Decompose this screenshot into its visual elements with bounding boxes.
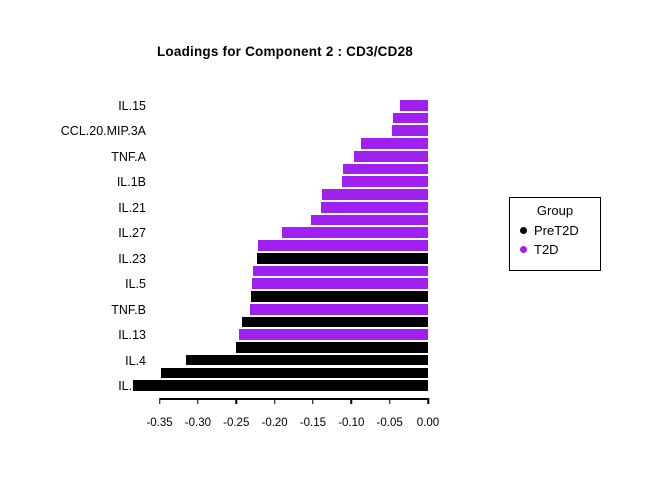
x-axis-tick-label: -0.10 (338, 417, 365, 429)
y-axis-label-tnf-a: TNF.A (111, 149, 146, 164)
x-axis-tick (235, 398, 237, 404)
x-axis-line (159, 398, 428, 400)
x-axis-tick-label: -0.35 (146, 417, 173, 429)
bar-il-5 (251, 278, 428, 290)
bar-tnf-b (250, 303, 428, 315)
bar-il-13 (239, 329, 428, 340)
x-axis-tick (388, 398, 391, 404)
bar-ccl-20-mip-3a (391, 125, 428, 137)
x-axis-tick (427, 398, 429, 404)
y-axis-label-il-15: IL.15 (118, 98, 146, 113)
y-axis-label-ccl-20-mip-3a: CCL.20.MIP.3A (60, 124, 146, 139)
bar-unlabeled-8 (322, 189, 428, 200)
x-axis-tick-label: -0.15 (299, 417, 327, 429)
y-axis-label-tnf-b: TNF.B (111, 302, 146, 317)
y-axis-label-il-23: IL.23 (118, 251, 146, 266)
x-axis-tick-label: -0.20 (261, 417, 288, 429)
x-axis-tick (273, 398, 276, 404)
bar-unlabeled-16 (250, 291, 428, 302)
x-axis-tick-label: -0.25 (223, 417, 250, 429)
x-axis-tick (197, 398, 199, 404)
bar-unlabeled-14 (253, 265, 428, 277)
bar-il-31 (133, 380, 428, 391)
t2d-dot-icon (520, 245, 527, 253)
bar-il-27 (282, 227, 428, 239)
y-axis-label-il-13: IL.13 (118, 328, 146, 343)
bar-unlabeled-12 (257, 240, 428, 251)
y-axis-label-il-27: IL.27 (118, 226, 146, 241)
bar-unlabeled-18 (241, 316, 428, 328)
y-axis-label-il-21: IL.21 (118, 200, 146, 215)
bar-unlabeled-10 (311, 214, 428, 226)
legend-title: Group (536, 203, 574, 218)
bar-unlabeled-4 (361, 138, 428, 149)
y-axis-label-il-5: IL.5 (125, 277, 146, 292)
x-axis-tick (158, 398, 161, 404)
bar-tnf-a (354, 150, 428, 162)
legend-box: Group PreT2D T2D (509, 197, 601, 271)
legend-label-pret2d: PreT2D (534, 222, 579, 238)
x-axis-tick (312, 398, 314, 404)
x-axis-tick-label: -0.05 (376, 417, 403, 429)
pret2d-dot-icon (520, 226, 527, 234)
legend-label-t2d: T2D (534, 241, 559, 257)
y-axis-label-il-31: IL.31 (118, 379, 146, 394)
bar-unlabeled-20 (236, 342, 428, 353)
x-axis-tick-label: 0.00 (416, 417, 440, 429)
chart-title: Loadings for Component 2 : CD3/CD28 (156, 44, 413, 59)
bar-il-23 (256, 252, 428, 264)
bar-unlabeled-6 (342, 163, 428, 175)
bar-il-15 (400, 100, 428, 111)
bar-il-21 (320, 201, 428, 213)
x-axis-tick-label: -0.30 (184, 417, 211, 429)
y-axis-label-il-4: IL.4 (125, 353, 146, 368)
bar-il-1b (342, 176, 428, 188)
x-axis-tick (350, 398, 353, 404)
bar-unlabeled-22 (161, 367, 428, 379)
y-axis-label-il-1b: IL.1B (116, 175, 146, 190)
legend-item-t2d: T2D (520, 241, 600, 257)
legend-item-pret2d: PreT2D (520, 222, 600, 238)
bar-unlabeled-2 (392, 112, 428, 124)
bar-il-4 (186, 354, 428, 366)
